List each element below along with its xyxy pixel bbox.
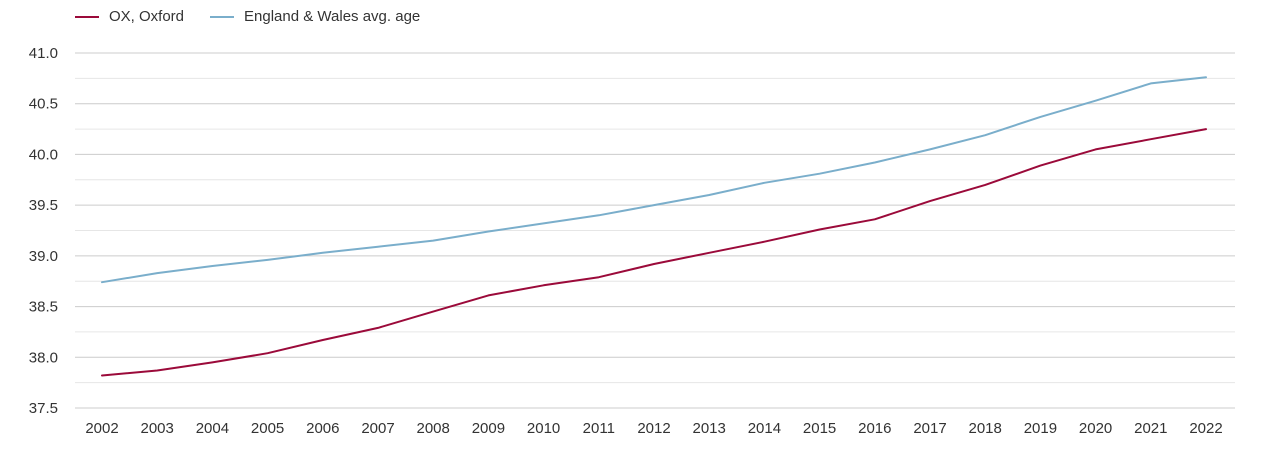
x-tick-label: 2018 xyxy=(969,420,1002,437)
grid-layer xyxy=(75,53,1235,408)
x-tick-label: 2019 xyxy=(1024,420,1057,437)
legend-swatch-england-wales xyxy=(210,16,234,18)
series-layer xyxy=(102,77,1206,375)
y-tick-label: 38.0 xyxy=(29,349,58,366)
x-tick-label: 2004 xyxy=(196,420,229,437)
y-tick-label: 39.5 xyxy=(29,197,58,214)
legend-item-england-wales[interactable]: England & Wales avg. age xyxy=(210,8,420,25)
legend-swatch-ox-oxford xyxy=(75,16,99,18)
x-tick-label: 2003 xyxy=(141,420,174,437)
x-tick-label: 2016 xyxy=(858,420,891,437)
chart-legend: OX, Oxford England & Wales avg. age xyxy=(75,8,420,25)
x-tick-label: 2009 xyxy=(472,420,505,437)
x-tick-label: 2020 xyxy=(1079,420,1112,437)
x-tick-label: 2021 xyxy=(1134,420,1167,437)
y-tick-label: 41.0 xyxy=(29,45,58,62)
y-axis-ticks: 37.5 38.0 38.5 39.0 39.5 40.0 40.5 41.0 xyxy=(29,45,58,417)
legend-label-ox-oxford: OX, Oxford xyxy=(109,8,184,25)
x-tick-label: 2013 xyxy=(693,420,726,437)
x-tick-label: 2006 xyxy=(306,420,339,437)
series-line-ox-oxford xyxy=(102,129,1206,375)
x-tick-label: 2014 xyxy=(748,420,781,437)
y-tick-label: 37.5 xyxy=(29,400,58,417)
legend-item-ox-oxford[interactable]: OX, Oxford xyxy=(75,8,184,25)
x-tick-label: 2015 xyxy=(803,420,836,437)
y-tick-label: 38.5 xyxy=(29,299,58,316)
x-tick-label: 2022 xyxy=(1189,420,1222,437)
x-tick-label: 2005 xyxy=(251,420,284,437)
y-tick-label: 40.0 xyxy=(29,146,58,163)
x-tick-label: 2011 xyxy=(583,420,615,437)
x-tick-label: 2010 xyxy=(527,420,560,437)
x-tick-label: 2017 xyxy=(913,420,946,437)
x-tick-label: 2012 xyxy=(637,420,670,437)
x-tick-label: 2002 xyxy=(85,420,118,437)
x-axis-ticks: 2002 2003 2004 2005 2006 2007 2008 2009 2010 2011… xyxy=(85,420,1222,437)
legend-label-england-wales: England & Wales avg. age xyxy=(244,8,420,25)
y-tick-label: 40.5 xyxy=(29,96,58,113)
x-tick-label: 2008 xyxy=(417,420,450,437)
x-tick-label: 2007 xyxy=(361,420,394,437)
y-tick-label: 39.0 xyxy=(29,248,58,265)
